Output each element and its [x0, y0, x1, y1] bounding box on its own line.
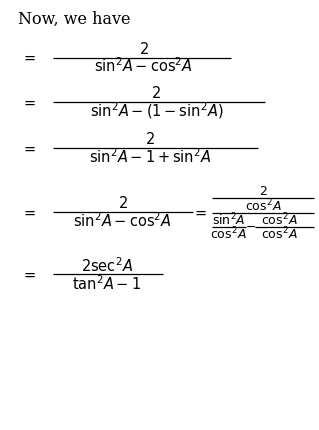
Text: $\tan^2\!A-1$: $\tan^2\!A-1$: [72, 274, 141, 293]
Text: $2$: $2$: [118, 195, 128, 212]
Text: $\sin^2\!A$: $\sin^2\!A$: [211, 212, 245, 228]
Text: Now, we have: Now, we have: [18, 11, 130, 28]
Text: $=$: $=$: [21, 51, 36, 65]
Text: $=$: $=$: [21, 95, 36, 109]
Text: $\cos^2\!A$: $\cos^2\!A$: [261, 226, 298, 242]
Text: $\sin^2\!A-\cos^2\!A$: $\sin^2\!A-\cos^2\!A$: [73, 211, 172, 230]
Text: $2\sec^2\!A$: $2\sec^2\!A$: [81, 256, 133, 275]
Text: $=$: $=$: [21, 268, 36, 282]
Text: $\sin^2\!A-1+\sin^2\!A$: $\sin^2\!A-1+\sin^2\!A$: [89, 147, 211, 166]
Text: $2$: $2$: [152, 85, 161, 101]
Text: $=$: $=$: [21, 206, 36, 220]
Text: $=$: $=$: [21, 141, 36, 155]
Text: $2$: $2$: [139, 41, 148, 57]
Text: $\cos^2\!A$: $\cos^2\!A$: [210, 226, 247, 242]
Text: $\cos^2\!A$: $\cos^2\!A$: [261, 212, 298, 228]
Text: $\sin^2\!A-\cos^2\!A$: $\sin^2\!A-\cos^2\!A$: [94, 56, 193, 75]
Text: $2$: $2$: [259, 185, 268, 198]
Text: $\sin^2\!A-(1-\sin^2\!A)$: $\sin^2\!A-(1-\sin^2\!A)$: [90, 100, 223, 121]
Text: $=$: $=$: [192, 206, 207, 220]
Text: $-$: $-$: [245, 220, 256, 233]
Text: $2$: $2$: [145, 131, 155, 147]
Text: $\cos^2\!A$: $\cos^2\!A$: [245, 197, 282, 214]
